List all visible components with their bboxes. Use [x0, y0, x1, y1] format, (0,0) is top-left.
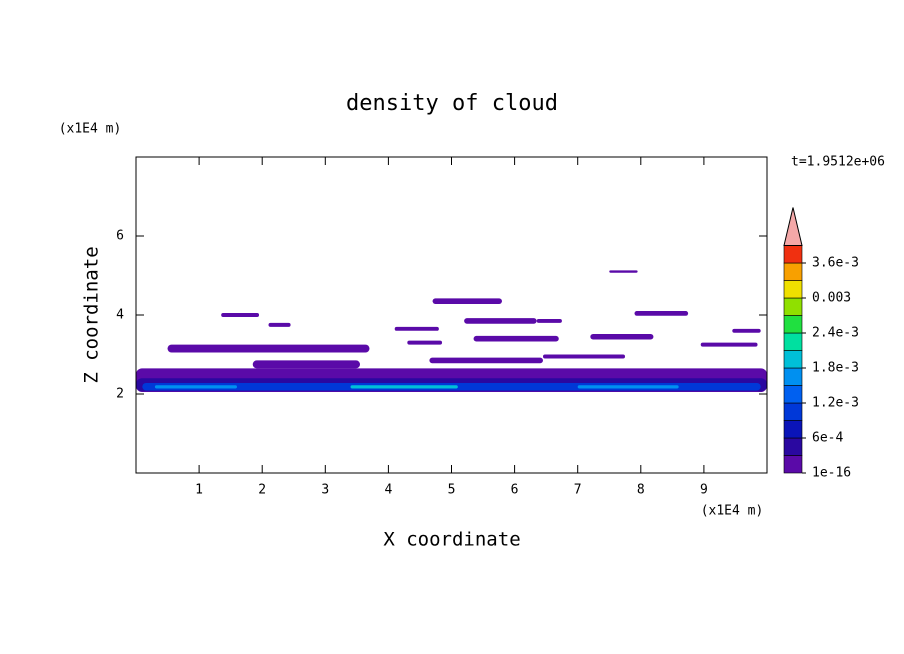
x-tick-label: 2 — [258, 483, 266, 498]
contour-region — [429, 357, 543, 364]
contour-region — [542, 354, 626, 359]
y-unit: (x1E4 m) — [59, 122, 122, 137]
colorbar-tick-label: 2.4e-3 — [812, 326, 859, 341]
colorbar-tick-label: 1.8e-3 — [812, 361, 859, 376]
colorbar-box — [783, 332, 803, 351]
colorbar-tick-label: 1e-16 — [812, 466, 851, 481]
colorbar-box — [783, 297, 803, 316]
y-tick-label: 6 — [116, 229, 124, 244]
chart-title: density of cloud — [346, 91, 558, 116]
colorbar-tick-label: 6e-4 — [812, 431, 843, 446]
contour-region — [432, 298, 502, 304]
colorbar-tick-label: 3.6e-3 — [812, 256, 859, 271]
colorbar-tick-label: 1.2e-3 — [812, 396, 859, 411]
colorbar-box — [783, 315, 803, 334]
contour-region — [407, 340, 443, 345]
colorbar-box — [783, 262, 803, 281]
contour-region — [577, 385, 679, 389]
x-tick-label: 8 — [637, 483, 645, 498]
contour-region — [464, 318, 537, 324]
x-tick-label: 5 — [448, 483, 456, 498]
contour-region — [700, 342, 758, 347]
contour-region — [536, 318, 562, 323]
colorbar-extend — [783, 207, 803, 246]
colorbar-box — [783, 437, 803, 456]
contour-region — [590, 333, 654, 340]
y-tick-label: 4 — [116, 308, 124, 323]
contour-region — [154, 385, 237, 389]
colorbar-box — [783, 385, 803, 404]
contour-region — [221, 313, 260, 317]
contour-region — [350, 385, 458, 389]
y-tick-label: 2 — [116, 387, 124, 402]
colorbar-box — [783, 245, 803, 264]
x-tick-label: 9 — [700, 483, 708, 498]
contour-region — [167, 344, 370, 353]
colorbar-box — [783, 455, 803, 474]
colorbar-box — [783, 402, 803, 421]
colorbar-box — [783, 350, 803, 369]
x-tick-label: 4 — [384, 483, 392, 498]
contour-region — [394, 326, 439, 331]
contour-region — [268, 322, 291, 327]
contour-region — [732, 328, 761, 333]
y-axis-label: Z coordinate — [81, 246, 103, 383]
x-tick-label: 3 — [321, 483, 329, 498]
time-annotation: t=1.9512e+06 — [791, 155, 885, 170]
x-tick-label: 6 — [511, 483, 519, 498]
x-axis-label: X coordinate — [383, 529, 520, 551]
x-tick-label: 1 — [195, 483, 203, 498]
contour-region — [473, 335, 559, 342]
colorbar-box — [783, 367, 803, 386]
colorbar-box — [783, 280, 803, 299]
x-unit: (x1E4 m) — [701, 504, 764, 519]
contour-region — [252, 360, 361, 369]
colorbar-tick-label: 0.003 — [812, 291, 851, 306]
contour-region — [634, 311, 689, 316]
x-tick-label: 7 — [574, 483, 582, 498]
contour-region — [609, 270, 638, 273]
colorbar-box — [783, 420, 803, 439]
